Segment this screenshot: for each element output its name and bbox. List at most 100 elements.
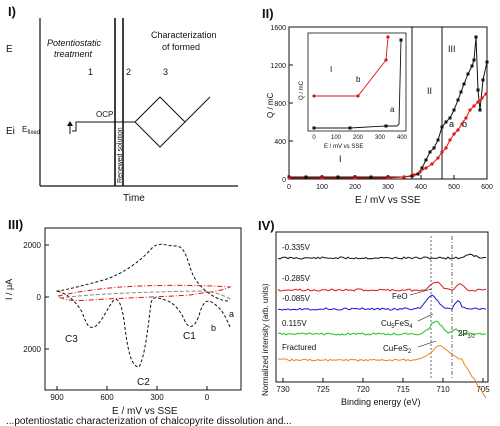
series-a-point <box>470 64 474 68</box>
arrowhead-icon <box>67 121 73 126</box>
inset-curve-label-a: a <box>390 105 395 114</box>
inset-x-tick-label: 100 <box>331 135 342 141</box>
series-a-point <box>472 58 476 62</box>
step1-title-2: treatment <box>54 49 93 59</box>
inset-point <box>312 94 316 98</box>
series-a-cv <box>55 243 231 368</box>
series-b-point <box>472 104 476 108</box>
series-a-point <box>466 72 470 76</box>
series-b-point <box>468 108 472 112</box>
peak-c3: C3 <box>65 334 78 345</box>
series-b-point <box>444 146 448 150</box>
series-b-point <box>424 166 428 170</box>
x-tick-label: 400 <box>415 184 427 191</box>
step3-number: 3 <box>163 67 168 77</box>
ocp-label: OCP <box>96 110 113 119</box>
series-a-point <box>420 166 424 170</box>
series-b-point <box>402 175 406 179</box>
series-b-point <box>430 162 434 166</box>
inset-curve-label-b: b <box>356 75 361 84</box>
series-a-point <box>448 116 452 120</box>
x-tick-label: 200 <box>349 184 361 191</box>
x-tick-label: 600 <box>100 393 114 402</box>
inset-x-tick-label: 300 <box>375 135 386 141</box>
caption-fragment: ...potentiostatic characterization of ch… <box>6 416 292 426</box>
curve-label-b: b <box>211 323 216 333</box>
series-c-cv <box>59 290 233 301</box>
step3-title-2: of formed <box>162 42 200 52</box>
x-tick-label: 900 <box>50 393 64 402</box>
x-tick-label: 500 <box>448 184 460 191</box>
y-tick-label: 2000 <box>23 241 41 250</box>
inset-x-label: E / mV vs SSE <box>324 144 363 150</box>
series-b-point <box>476 100 480 104</box>
annotation-sub2: 4 <box>409 324 413 330</box>
svg-text:Efixed: Efixed <box>22 125 40 136</box>
y-tick-label: 800 <box>274 101 286 108</box>
y-tick-label: 0 <box>37 293 42 302</box>
series-a-point <box>459 90 463 94</box>
trace-label: Fractured <box>282 343 316 352</box>
inset-point <box>312 126 316 130</box>
x-tick-label: 710 <box>436 385 450 394</box>
inset-y-label: Q / mC <box>299 80 305 100</box>
y-axis-label: I / μA <box>4 279 14 300</box>
series-b-point <box>412 173 416 177</box>
x-axis-label: Time <box>123 193 145 204</box>
annotation-2p: 2P <box>458 329 468 338</box>
spectrum-line <box>277 294 487 311</box>
inset-region-label: I <box>330 65 332 74</box>
series-b-point <box>287 176 291 180</box>
series-a-point <box>481 78 485 82</box>
series-b-point <box>456 128 460 132</box>
series-b-cv <box>56 284 232 301</box>
annotation-pointer <box>417 313 434 322</box>
series-a-point <box>440 125 444 129</box>
series-b-line <box>289 93 487 179</box>
step1-number: 1 <box>88 67 93 77</box>
x-ticks: 900 600 300 0 <box>50 386 210 402</box>
peak-c2: C2 <box>137 377 150 388</box>
e-fixed: E <box>22 125 27 134</box>
series-a-point <box>432 146 436 150</box>
series-a-point <box>462 82 466 86</box>
y-tick-label: 0 <box>282 177 286 184</box>
e-fixed-sub: fixed <box>27 130 40 136</box>
annotation-cufes2: CuFeS <box>383 344 408 353</box>
panel-schematic: I) E Ei Potentiostatic treatment 1 2 Cha… <box>6 4 238 204</box>
spectrum-line <box>277 253 486 260</box>
annotation-pointer <box>417 340 437 348</box>
trace-label: -0.335V <box>282 243 311 252</box>
series-a-point <box>476 88 480 92</box>
annotation-feo: FeO <box>392 292 408 301</box>
series-a-point <box>410 174 414 178</box>
region-label-iii: III <box>448 44 456 54</box>
x-tick-label: 730 <box>276 385 290 394</box>
x-tick-label: 715 <box>396 385 410 394</box>
x-tick-label: 100 <box>316 184 328 191</box>
step1-title: Potentiostatic <box>47 38 102 48</box>
curve-label-b: b <box>462 119 467 129</box>
panel-xps: IV) Normalized intensity (arb. units) 73… <box>258 218 490 407</box>
trace-label: -0.285V <box>282 274 311 283</box>
plot-frame <box>44 227 242 391</box>
series-b-point <box>353 176 357 180</box>
x-tick-label: 0 <box>287 184 291 191</box>
series-a-point <box>424 158 428 162</box>
y-tick-label: 1600 <box>270 25 286 32</box>
svg-text:Cu5FeS4: Cu5FeS4 <box>381 319 413 330</box>
svg-text:2P3/2: 2P3/2 <box>458 329 475 340</box>
trace-label: 0.115V <box>282 319 307 328</box>
series-b-point <box>448 138 452 142</box>
y-label-bottom: Ei <box>6 126 15 137</box>
svg-text:CuFeS2: CuFeS2 <box>383 344 412 355</box>
series-a-point <box>436 138 440 142</box>
series-b-point <box>460 122 464 126</box>
panel-charge: II) Q / mC 0 400 800 1200 1600 0 100 200 300 400… <box>262 6 493 206</box>
series-a-point <box>304 175 308 179</box>
inset-x-tick-label: 400 <box>397 135 408 141</box>
x-tick-label: 0 <box>205 393 210 402</box>
y-ticks: 2000 0 2000 <box>23 241 49 354</box>
series-b-point <box>436 156 440 160</box>
y-axis-label: Q / mC <box>266 92 275 118</box>
